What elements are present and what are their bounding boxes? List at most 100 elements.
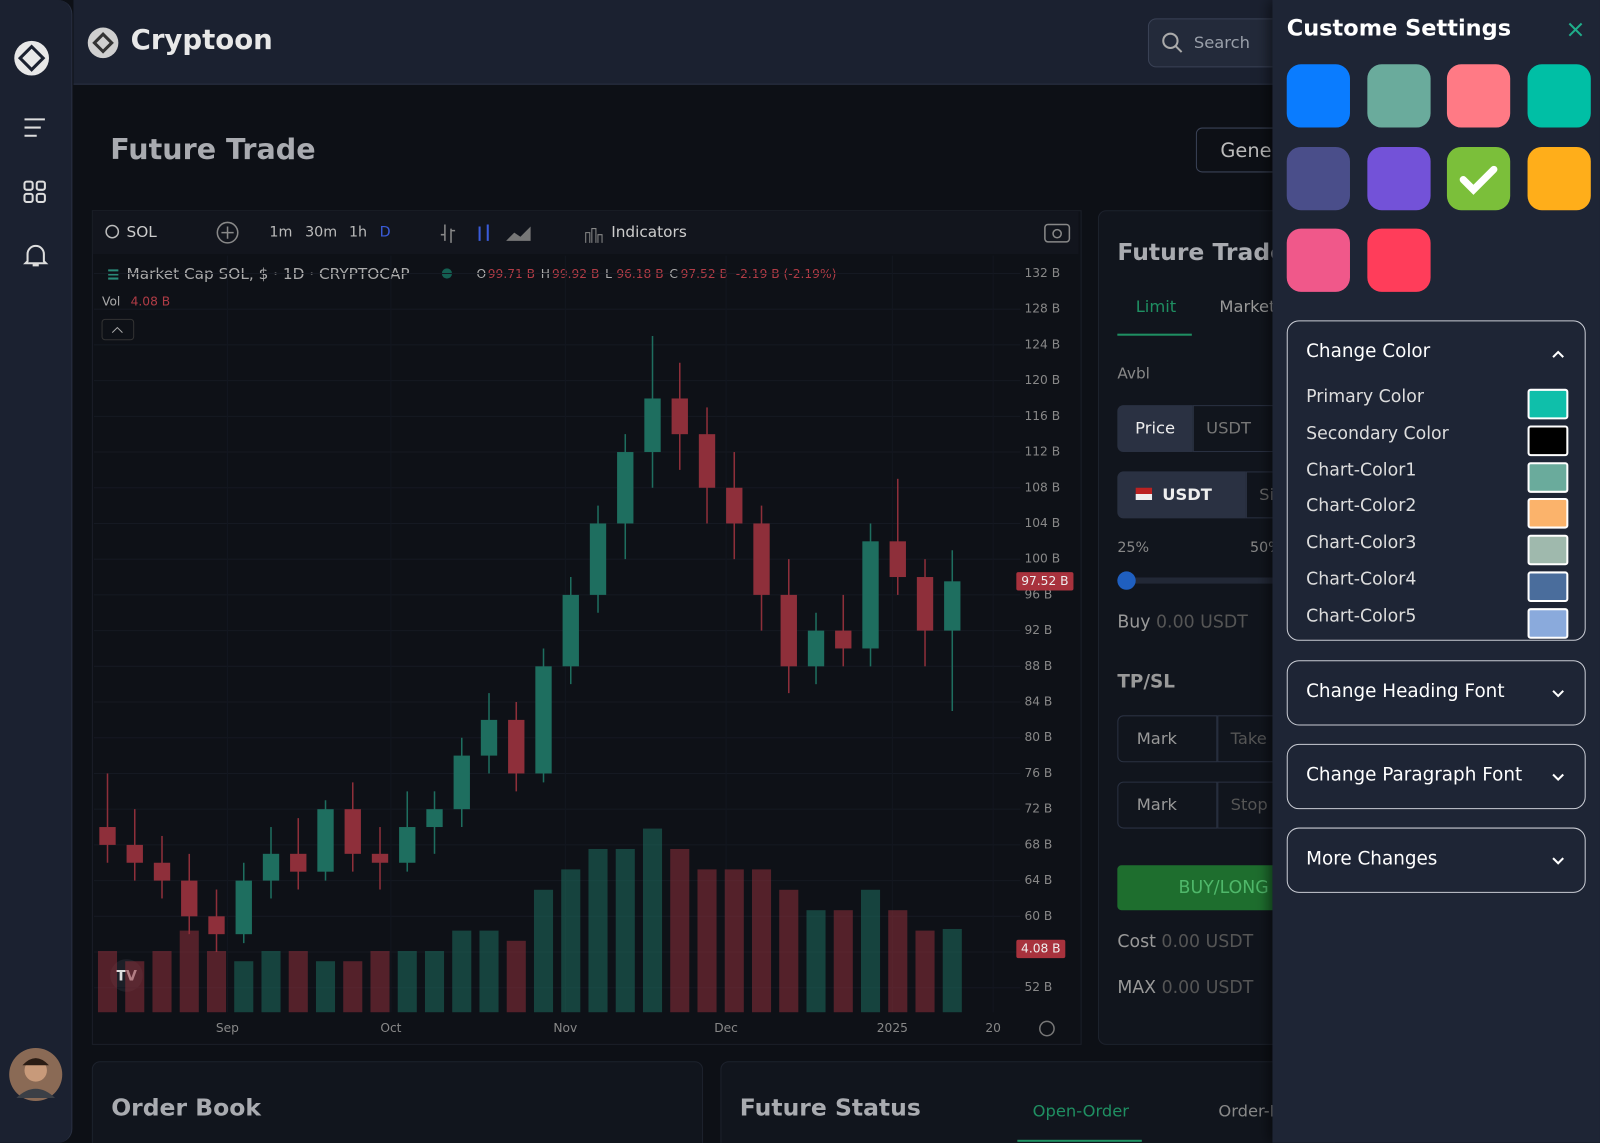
candle-body <box>944 581 961 631</box>
interval[interactable]: 1h <box>349 225 367 241</box>
volume-bar <box>833 910 853 1013</box>
color-swatch[interactable] <box>1527 146 1591 210</box>
interval[interactable]: D <box>380 225 391 241</box>
candle-body <box>644 398 661 453</box>
usdt-tab[interactable]: USDT <box>1192 405 1304 453</box>
candle-type-icon[interactable] <box>478 224 489 241</box>
tab[interactable]: Market <box>1219 296 1276 317</box>
candle-body <box>780 594 797 667</box>
color-swatch[interactable] <box>1286 146 1350 210</box>
y-tick-label: 120 B <box>1024 373 1060 387</box>
legend-key: H <box>541 267 550 281</box>
color-swatch[interactable] <box>1527 64 1591 128</box>
slider-thumb[interactable] <box>1117 571 1136 590</box>
y-tick-label: 52 B <box>1024 980 1052 994</box>
bar-type-icon[interactable] <box>440 224 456 243</box>
volume-bar <box>370 951 390 1013</box>
color-item-swatch[interactable] <box>1527 388 1569 420</box>
chevron[interactable] <box>1551 856 1565 866</box>
collapse-button[interactable] <box>101 318 135 341</box>
buy-value: 0.00 USDT <box>1156 612 1248 633</box>
close-icon[interactable] <box>1567 21 1583 37</box>
legend-value: 99.71 B <box>488 267 535 281</box>
color-item-swatch[interactable] <box>1527 534 1569 566</box>
color-item-swatch[interactable] <box>1527 607 1569 639</box>
y-tick-label: 104 B <box>1024 516 1060 530</box>
percent[interactable]: 25% <box>1117 539 1150 557</box>
symbol-search-icon <box>105 224 120 239</box>
volume-bar <box>779 889 799 1013</box>
settings-gear[interactable] <box>1039 1020 1055 1037</box>
y-tick-label: 76 B <box>1024 766 1052 780</box>
volume-bar <box>806 910 826 1013</box>
y-tick-label: 112 B <box>1024 445 1060 459</box>
tab[interactable]: Limit <box>1135 296 1177 317</box>
status-tab-underline <box>1017 1139 1142 1142</box>
symbol[interactable]: SOL <box>127 223 158 241</box>
volume-bar <box>860 889 881 1013</box>
legend-value: 97.52 B <box>681 267 728 281</box>
chevron[interactable] <box>1551 689 1565 699</box>
color-swatch[interactable] <box>1366 228 1431 292</box>
color-swatch[interactable] <box>1366 64 1431 128</box>
currency-select[interactable]: USDT <box>1117 471 1246 519</box>
volume-bar <box>751 869 772 1013</box>
brand-icon <box>87 27 119 59</box>
candle-body <box>617 452 634 524</box>
section-title[interactable]: Change Color <box>1306 340 1431 363</box>
chevron[interactable] <box>1551 772 1565 782</box>
bell-icon[interactable] <box>22 243 49 270</box>
volume-bar <box>888 910 908 1013</box>
color-item-swatch[interactable] <box>1527 461 1569 493</box>
currency: USDT <box>1162 484 1212 505</box>
avatar[interactable] <box>8 1047 63 1102</box>
status-tab[interactable]: Open-Order <box>1032 1101 1129 1121</box>
settings-section: Change Paragraph Font <box>1286 743 1586 810</box>
candle-body <box>562 594 579 667</box>
volume-bar <box>424 951 445 1013</box>
apps-icon[interactable] <box>22 180 49 207</box>
color-swatch[interactable] <box>1446 64 1511 128</box>
color-swatch[interactable] <box>1446 146 1511 210</box>
area-type-icon[interactable] <box>506 226 531 241</box>
indicators[interactable]: Indicators <box>611 223 687 241</box>
add-icon[interactable] <box>216 221 239 244</box>
candle-body <box>698 434 716 488</box>
menu-icon[interactable] <box>22 116 49 138</box>
add-icon-plus <box>221 226 234 239</box>
y-tick-label: 108 B <box>1024 480 1060 494</box>
color-item-swatch[interactable] <box>1527 425 1569 456</box>
volume-bar <box>724 869 744 1013</box>
section-title[interactable]: Change Paragraph Font <box>1306 764 1523 786</box>
future-status-card: Future Status Open-Order Order-History <box>720 1061 1335 1143</box>
candle-body <box>153 862 171 881</box>
y-tick-label: 88 B <box>1024 659 1052 673</box>
price-tab[interactable]: Price <box>1117 405 1193 453</box>
candle-body <box>535 666 552 774</box>
color-item-swatch[interactable] <box>1527 498 1569 529</box>
volume-bar <box>261 951 281 1013</box>
color-swatch[interactable] <box>1366 146 1431 210</box>
volume-bar <box>452 930 472 1013</box>
sidebar <box>0 0 73 1143</box>
avbl-label: Avbl <box>1117 364 1150 383</box>
color-swatch[interactable] <box>1286 64 1350 128</box>
buy-button[interactable]: BUY/LONG <box>1117 865 1304 911</box>
chevron[interactable] <box>1551 349 1565 359</box>
section-title[interactable]: Change Heading Font <box>1306 680 1505 703</box>
last-volume-label: 4.08 B <box>1021 941 1061 955</box>
camera-icon[interactable] <box>1044 223 1071 243</box>
interval[interactable]: 30m <box>305 225 337 241</box>
candle-body <box>262 853 280 881</box>
order-book-card: Order Book <box>91 1061 704 1143</box>
section-title[interactable]: More Changes <box>1306 847 1438 870</box>
brand: Cryptoon <box>130 24 273 57</box>
interval[interactable]: 1m <box>269 225 292 241</box>
mark-select[interactable]: Mark <box>1117 781 1218 829</box>
mark-select[interactable]: Mark <box>1117 715 1218 763</box>
color-item-swatch[interactable] <box>1527 571 1569 603</box>
color-swatch[interactable] <box>1286 228 1350 292</box>
trade-title: Future Trade <box>1117 239 1287 267</box>
x-tick-label: Oct <box>380 1021 401 1035</box>
